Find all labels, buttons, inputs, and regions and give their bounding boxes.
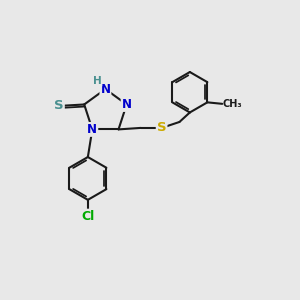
Text: N: N [87,123,97,136]
Text: N: N [100,82,110,96]
Text: H: H [93,76,101,86]
Text: S: S [157,122,166,134]
Text: N: N [122,98,132,111]
Text: S: S [54,100,64,112]
Text: CH₃: CH₃ [223,99,242,109]
Text: Cl: Cl [81,210,94,223]
